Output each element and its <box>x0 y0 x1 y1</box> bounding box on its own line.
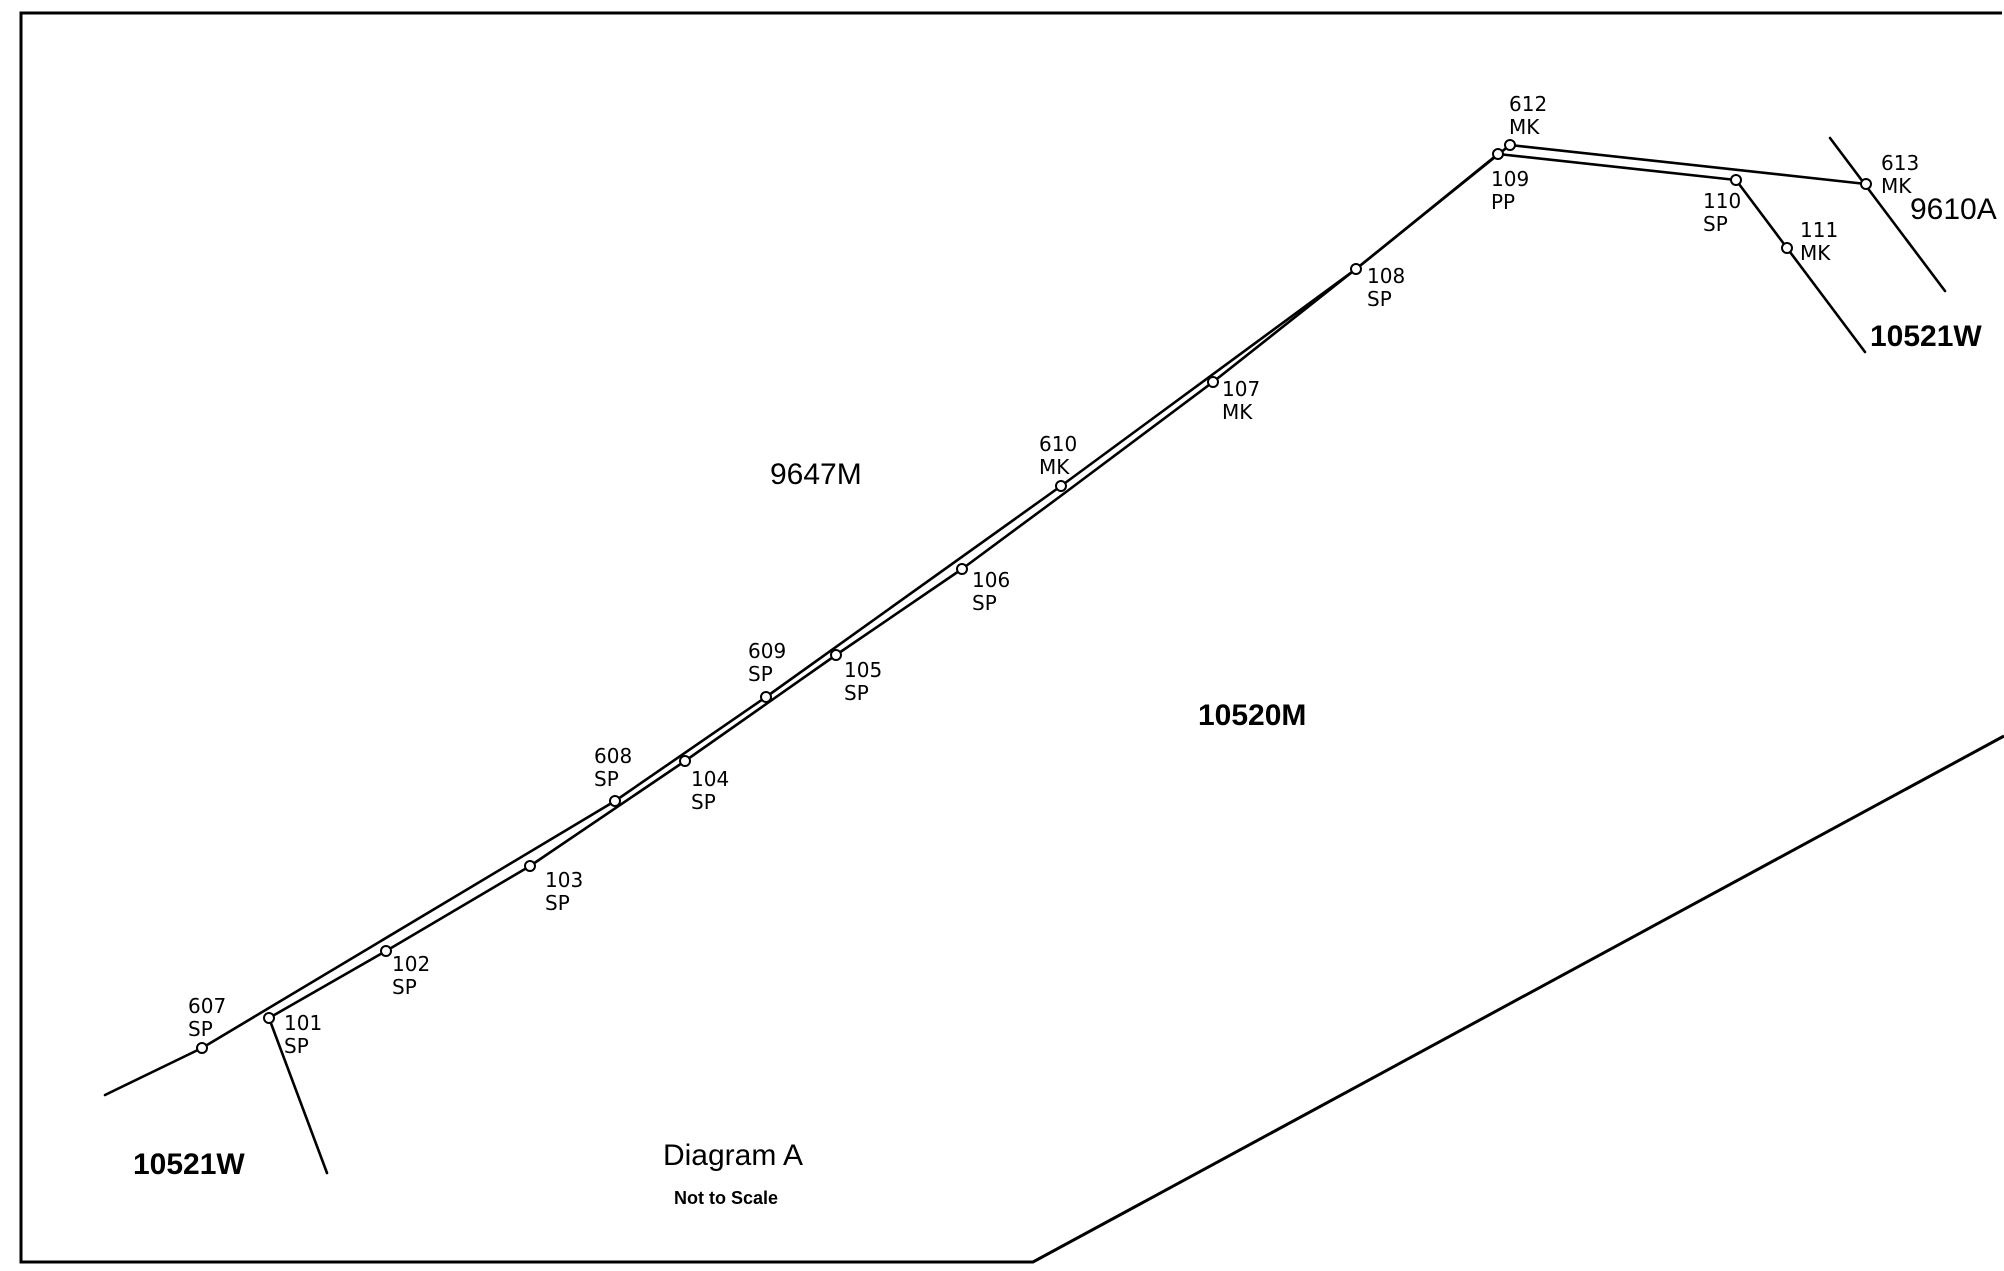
point-106-number: 106 <box>972 568 1010 592</box>
survey-marker-612 <box>1504 139 1516 151</box>
survey-marker-103 <box>524 860 536 872</box>
point-609-number: 609 <box>748 639 786 663</box>
point-105-code: SP <box>844 681 869 705</box>
point-106-code: SP <box>972 591 997 615</box>
diagram-subtitle: Not to Scale <box>674 1188 778 1208</box>
parcel-label-10521w-top: 10521W <box>1870 320 1982 353</box>
point-102-code: SP <box>392 975 417 999</box>
point-103-code: SP <box>545 891 570 915</box>
point-610-number: 610 <box>1039 432 1077 456</box>
point-111-number: 111 <box>1800 218 1838 242</box>
point-110-number: 110 <box>1703 189 1741 213</box>
line-110-southeast <box>1734 178 1867 354</box>
point-107-code: MK <box>1222 400 1253 424</box>
survey-marker-101 <box>263 1012 275 1024</box>
point-108-number: 108 <box>1367 264 1405 288</box>
point-608-number: 608 <box>594 744 632 768</box>
point-610-code: MK <box>1039 455 1070 479</box>
line-101-south <box>267 1016 329 1175</box>
survey-marker-105 <box>830 649 842 661</box>
point-104-code: SP <box>691 790 716 814</box>
survey-marker-108 <box>1350 263 1362 275</box>
survey-marker-610 <box>1055 480 1067 492</box>
point-104-number: 104 <box>691 767 729 791</box>
point-613-code: MK <box>1881 174 1912 198</box>
survey-marker-106 <box>956 563 968 575</box>
point-109-code: PP <box>1491 190 1515 214</box>
point-111-code: MK <box>1800 241 1831 265</box>
parcel-label-9610a: 9610A <box>1910 193 1997 226</box>
point-608-code: SP <box>594 767 619 791</box>
survey-marker-609 <box>760 691 772 703</box>
point-101-number: 101 <box>284 1011 322 1035</box>
point-613-number: 613 <box>1881 151 1919 175</box>
point-108-code: SP <box>1367 287 1392 311</box>
line-613-through <box>1828 136 1947 293</box>
point-103-number: 103 <box>545 868 583 892</box>
point-107-number: 107 <box>1222 377 1260 401</box>
point-607-code: SP <box>188 1017 213 1041</box>
point-612-code: MK <box>1509 115 1540 139</box>
point-105-number: 105 <box>844 658 882 682</box>
survey-marker-111 <box>1781 242 1793 254</box>
survey-marker-109 <box>1492 148 1504 160</box>
parcel-label-10520m: 10520M <box>1198 699 1306 732</box>
point-109-number: 109 <box>1491 167 1529 191</box>
survey-marker-104 <box>679 755 691 767</box>
survey-marker-607 <box>196 1042 208 1054</box>
point-612-number: 612 <box>1509 92 1547 116</box>
parcel-label-10521w-bottom: 10521W <box>133 1148 245 1181</box>
point-607-number: 607 <box>188 994 226 1018</box>
parcel-label-9647m: 9647M <box>770 458 862 491</box>
survey-marker-107 <box>1207 376 1219 388</box>
point-101-code: SP <box>284 1034 309 1058</box>
survey-marker-102 <box>380 945 392 957</box>
survey-marker-613 <box>1860 178 1872 190</box>
survey-marker-608 <box>609 795 621 807</box>
point-102-number: 102 <box>392 952 430 976</box>
point-110-code: SP <box>1703 212 1728 236</box>
diagram-title: Diagram A <box>663 1139 803 1172</box>
diagram-frame <box>19 11 2004 1264</box>
point-609-code: SP <box>748 662 773 686</box>
survey-marker-110 <box>1730 174 1742 186</box>
